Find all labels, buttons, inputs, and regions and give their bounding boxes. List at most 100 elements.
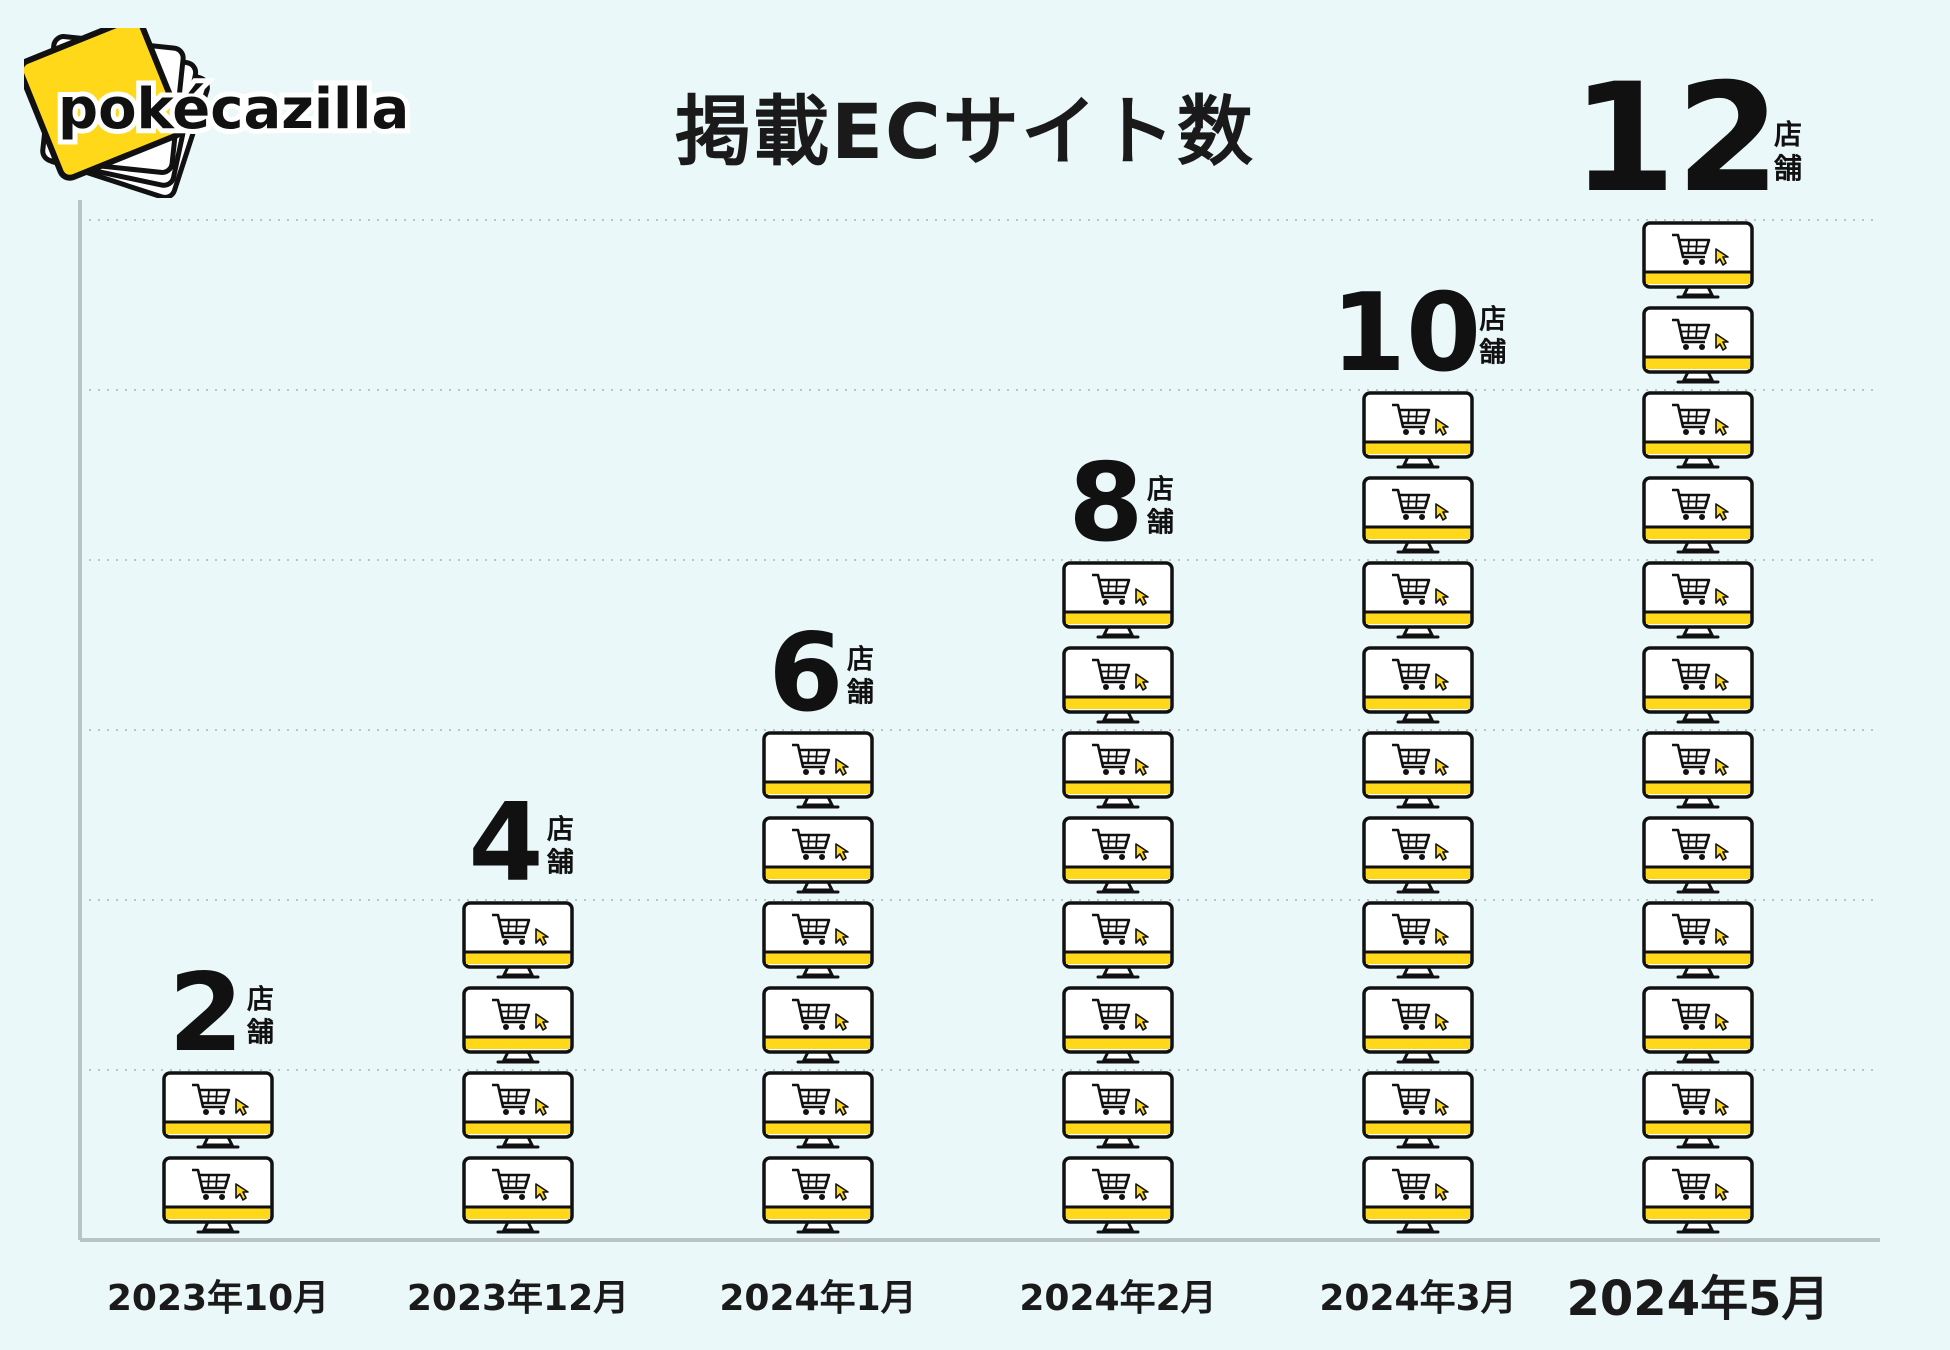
computer-cart-icon — [762, 901, 874, 979]
cursor-icon — [1715, 843, 1729, 861]
cursor-icon — [235, 1098, 249, 1116]
shopping-cart-icon — [492, 1083, 531, 1115]
bar-2023年12月 — [462, 901, 574, 1234]
shopping-cart-icon — [1672, 488, 1711, 520]
cursor-icon — [1135, 928, 1149, 946]
shopping-cart-icon — [1672, 318, 1711, 350]
shopping-cart-icon — [1672, 658, 1711, 690]
shopping-cart-icon — [1092, 828, 1131, 860]
shopping-cart-icon — [1392, 488, 1431, 520]
computer-cart-icon — [1362, 816, 1474, 894]
computer-cart-icon — [1362, 561, 1474, 639]
cursor-icon — [1435, 843, 1449, 861]
cursor-icon — [1435, 1098, 1449, 1116]
computer-cart-icon — [1642, 646, 1754, 724]
shopping-cart-icon — [192, 1083, 231, 1115]
shopping-cart-icon — [1392, 403, 1431, 435]
card-stack-icon — [24, 28, 210, 198]
computer-cart-icon — [762, 1156, 874, 1234]
unit-label: 舗 — [546, 847, 574, 878]
computer-cart-icon — [1642, 1156, 1754, 1234]
cursor-icon — [1715, 1098, 1729, 1116]
bar-2024年2月 — [1062, 561, 1174, 1234]
computer-cart-icon — [1362, 646, 1474, 724]
cursor-icon — [535, 928, 549, 946]
x-tick-label: 2023年10月 — [107, 1278, 329, 1319]
x-tick-label: 2024年2月 — [1019, 1278, 1216, 1319]
shopping-cart-icon — [1392, 658, 1431, 690]
cursor-icon — [1435, 1013, 1449, 1031]
shopping-cart-icon — [1672, 913, 1711, 945]
cursor-icon — [835, 1098, 849, 1116]
unit-label: 店 — [547, 814, 574, 845]
computer-cart-icon — [1062, 986, 1174, 1064]
computer-cart-icon — [1062, 816, 1174, 894]
unit-label: 店 — [247, 984, 274, 1015]
computer-cart-icon — [762, 816, 874, 894]
computer-cart-icon — [1062, 561, 1174, 639]
value-label: 10 — [1331, 271, 1481, 396]
cursor-icon — [1435, 928, 1449, 946]
shopping-cart-icon — [1092, 998, 1131, 1030]
shopping-cart-icon — [792, 743, 831, 775]
cursor-icon — [1435, 588, 1449, 606]
x-tick-label: 2024年3月 — [1319, 1278, 1516, 1319]
shopping-cart-icon — [1092, 1083, 1131, 1115]
shopping-cart-icon — [1092, 573, 1131, 605]
computer-cart-icon — [162, 1156, 274, 1234]
cursor-icon — [1715, 333, 1729, 351]
cursor-icon — [835, 1013, 849, 1031]
grid-lines — [80, 219, 1875, 1071]
shopping-cart-icon — [1672, 998, 1711, 1030]
pokecazilla-logo: pokécazilla — [24, 28, 414, 198]
x-tick-label: 2024年5月 — [1567, 1271, 1830, 1327]
shopping-cart-icon — [1392, 573, 1431, 605]
unit-label: 舗 — [846, 677, 874, 708]
computer-cart-icon — [1062, 901, 1174, 979]
x-tick-label: 2023年12月 — [407, 1278, 629, 1319]
shopping-cart-icon — [492, 913, 531, 945]
unit-label: 店 — [1479, 304, 1506, 335]
shopping-cart-icon — [492, 1168, 531, 1200]
cursor-icon — [1435, 418, 1449, 436]
cursor-icon — [1435, 1183, 1449, 1201]
cursor-icon — [1135, 588, 1149, 606]
computer-cart-icon — [462, 1156, 574, 1234]
cursor-icon — [1715, 248, 1729, 266]
cursor-icon — [1135, 1183, 1149, 1201]
unit-label: 店 — [1774, 118, 1802, 151]
cursor-icon — [1715, 1013, 1729, 1031]
chart-title: 掲載ECサイト数 — [675, 87, 1255, 176]
shopping-cart-icon — [1672, 573, 1711, 605]
cursor-icon — [1135, 843, 1149, 861]
computer-cart-icon — [1362, 1156, 1474, 1234]
computer-cart-icon — [1642, 816, 1754, 894]
cursor-icon — [535, 1183, 549, 1201]
computer-cart-icon — [162, 1071, 274, 1149]
bar-2024年1月 — [762, 731, 874, 1234]
cursor-icon — [1435, 758, 1449, 776]
shopping-cart-icon — [1392, 998, 1431, 1030]
shopping-cart-icon — [1672, 1083, 1711, 1115]
computer-cart-icon — [1642, 476, 1754, 554]
computer-cart-icon — [1362, 1071, 1474, 1149]
computer-cart-icon — [1642, 731, 1754, 809]
unit-label: 舗 — [1773, 152, 1802, 185]
computer-cart-icon — [1062, 731, 1174, 809]
shopping-cart-icon — [792, 998, 831, 1030]
cursor-icon — [1135, 758, 1149, 776]
shopping-cart-icon — [1672, 1168, 1711, 1200]
value-label: 8 — [1068, 441, 1143, 566]
cursor-icon — [1135, 1098, 1149, 1116]
computer-cart-icon — [462, 986, 574, 1064]
computer-cart-icon — [1362, 391, 1474, 469]
shopping-cart-icon — [192, 1168, 231, 1200]
shopping-cart-icon — [1092, 658, 1131, 690]
shopping-cart-icon — [792, 1168, 831, 1200]
computer-cart-icon — [1062, 646, 1174, 724]
shopping-cart-icon — [1092, 913, 1131, 945]
computer-cart-icon — [1642, 221, 1754, 299]
computer-cart-icon — [1642, 1071, 1754, 1149]
shopping-cart-icon — [492, 998, 531, 1030]
